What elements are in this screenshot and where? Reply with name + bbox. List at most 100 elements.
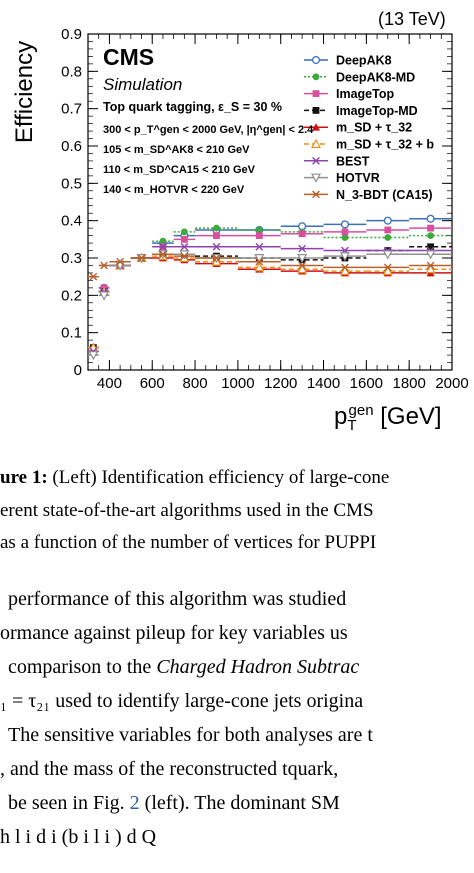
- body-line-6: , and the mass of the reconstructed tqua…: [0, 758, 339, 780]
- annotation-ak8-text: 105 < m_SD^AK8 < 210 GeV: [103, 144, 250, 156]
- body-line-3: comparison to the Charged Hadron Subtrac: [8, 656, 359, 679]
- annotation-hotvr-cut: 140 < m_HOTVR < 220 GeV: [103, 184, 244, 196]
- x-tick-label: 2000: [435, 375, 468, 392]
- annotation-pt-text: 300 < p_T^gen < 2000 GeV, |η^gen| < 2.4: [103, 124, 314, 136]
- data-point: [88, 351, 99, 361]
- data-point: [159, 250, 167, 259]
- y-tick-label: 0.9: [61, 26, 82, 43]
- data-point: [213, 232, 220, 239]
- data-point: [339, 265, 350, 276]
- legend-entry: DeepAK8: [304, 54, 392, 68]
- x-axis-label-unit: [GeV]: [380, 403, 442, 430]
- legend-marker: [311, 55, 321, 65]
- data-point: [100, 261, 108, 270]
- x-tick-label: 1800: [392, 375, 425, 392]
- annotation-pt-cut: 300 < p_T^gen < 2000 GeV, |η^gen| < 2.4: [103, 124, 313, 136]
- data-point: [159, 242, 167, 251]
- legend-label: ImageTop: [336, 87, 394, 101]
- data-point: [254, 262, 265, 272]
- data-point: [298, 244, 307, 253]
- subtitle-label: Simulation: [103, 75, 183, 94]
- legend-marker: [312, 73, 320, 81]
- data-point: [180, 235, 188, 243]
- caption-line-3: as a function of the number of vertices …: [0, 532, 377, 553]
- data-point: [137, 254, 146, 262]
- y-axis-label: Efficiency: [11, 40, 38, 144]
- legend-entry: ImageTop-MD: [304, 104, 418, 118]
- x-axis-label-main: p: [334, 403, 348, 430]
- data-point: [384, 226, 392, 234]
- data-point: [382, 250, 393, 260]
- caption-line-1: ure 1: (Left) Identification efficiency …: [0, 467, 389, 489]
- data-point: [426, 261, 435, 270]
- legend-entry: N_3-BDT (CA15): [304, 188, 433, 202]
- legend-entry: BEST: [304, 154, 370, 168]
- figure-link[interactable]: 2: [129, 792, 140, 814]
- legend-marker: [310, 173, 322, 183]
- data-point: [384, 234, 392, 241]
- body-line-3-italic: Charged Hadron Subtrac: [156, 656, 360, 678]
- legend-entry: m_SD + τ_32: [304, 121, 412, 135]
- data-point: [426, 214, 435, 223]
- data-point: [427, 224, 434, 232]
- data-point: [341, 228, 349, 236]
- caption-text-1: (Left) Identification efficiency of larg…: [47, 467, 390, 488]
- legend-entry: DeepAK8-MD: [304, 70, 415, 84]
- x-tick-label: 1200: [264, 375, 297, 392]
- series-4: [88, 254, 452, 351]
- x-axis-label-sup: gen: [348, 402, 374, 419]
- y-tick-label: 0: [74, 362, 82, 379]
- data-point: [341, 263, 349, 272]
- legend-marker: [312, 107, 320, 114]
- experiment-label: CMS: [103, 44, 155, 70]
- data-point: [383, 216, 392, 225]
- legend-entry: ImageTop: [304, 87, 394, 101]
- data-point: [212, 254, 221, 262]
- legend-marker: [312, 190, 320, 199]
- series-8: [88, 250, 452, 281]
- x-tick-label: 1000: [221, 375, 254, 392]
- x-axis-label: pTgen [GeV]: [334, 402, 442, 434]
- y-tick-label: 0.4: [61, 213, 82, 230]
- legend-marker: [312, 90, 320, 97]
- data-point: [427, 243, 434, 251]
- legend-label: HOTVR: [336, 171, 380, 185]
- data-point: [180, 252, 189, 261]
- body-line-7-text: be seen in Fig.: [8, 792, 130, 814]
- body-line-5: The sensitive variables for both analyse…: [8, 724, 373, 746]
- data-point: [383, 263, 392, 272]
- y-tick-label: 0.6: [61, 138, 82, 155]
- data-point: [212, 242, 221, 251]
- body-line-8: h l i d i (b i l i ) d Q: [0, 826, 157, 848]
- legend-label: BEST: [336, 154, 370, 168]
- data-point: [116, 257, 125, 266]
- data-point: [298, 230, 306, 238]
- legend-label: m_SD + τ_32 + b: [336, 138, 434, 152]
- y-tick-label: 0.5: [61, 175, 82, 192]
- data-point: [297, 263, 308, 274]
- annotation-ca15-text: 110 < m_SD^CA15 < 210 GeV: [103, 164, 255, 176]
- x-tick-label: 1600: [350, 375, 383, 392]
- legend-label: N_3-BDT (CA15): [336, 188, 433, 202]
- data-point: [213, 224, 220, 232]
- caption-line-2: erent state-of-the-art algorithms used i…: [0, 500, 374, 521]
- body-line-3-text: comparison to the: [8, 656, 157, 678]
- data-point: [427, 232, 434, 240]
- y-tick-label: 0.3: [61, 250, 82, 267]
- body-line-7: be seen in Fig. 2 (left). The dominant S…: [8, 792, 340, 815]
- x-tick-label: 600: [140, 375, 165, 392]
- legend-label: DeepAK8: [336, 54, 392, 68]
- x-tick-label: 1400: [307, 375, 340, 392]
- x-tick-label: 800: [183, 375, 208, 392]
- x-tick-label: 400: [97, 375, 122, 392]
- data-point: [340, 220, 349, 229]
- data-point: [254, 254, 265, 264]
- series-2: [88, 224, 452, 355]
- legend-marker: [310, 138, 322, 148]
- legend-entry: HOTVR: [304, 171, 380, 185]
- y-tick-label: 0.8: [61, 63, 82, 80]
- annotation-hotvr-text: 140 < m_HOTVR < 220 GeV: [103, 184, 245, 196]
- y-tick-label: 0.1: [61, 325, 82, 342]
- data-point: [255, 232, 263, 239]
- data-point: [89, 272, 98, 281]
